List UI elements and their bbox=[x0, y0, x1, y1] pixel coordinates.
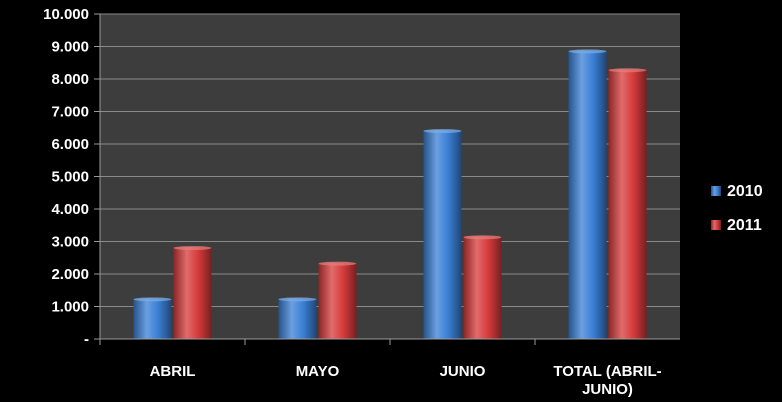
y-tick-label: 9.000 bbox=[51, 39, 89, 56]
bar-top-highlight bbox=[133, 297, 172, 302]
bar-top-highlight bbox=[568, 49, 607, 54]
y-tick-label: 8.000 bbox=[51, 71, 89, 88]
bars bbox=[133, 49, 647, 340]
bar-2010-mayo bbox=[278, 298, 317, 339]
y-tick-label: - bbox=[84, 331, 89, 348]
x-tick-label: MAYO bbox=[296, 363, 340, 380]
x-tick-label: TOTAL (ABRIL-JUNIO) bbox=[553, 363, 661, 398]
y-tick-label: 1.000 bbox=[51, 299, 89, 316]
legend-swatch-2011 bbox=[711, 220, 721, 230]
axes bbox=[99, 14, 680, 345]
legend-swatch-2010 bbox=[711, 186, 721, 196]
legend-label-2011: 2011 bbox=[727, 217, 762, 234]
bar-top-highlight bbox=[423, 129, 462, 134]
y-tick-label: 3.000 bbox=[51, 234, 89, 251]
y-tick-label: 7.000 bbox=[51, 104, 89, 121]
bar-2011-abril bbox=[173, 247, 212, 339]
y-tick-label: 5.000 bbox=[51, 169, 89, 186]
legend-label-2010: 2010 bbox=[727, 183, 763, 200]
x-tick-label: JUNIO bbox=[440, 363, 486, 380]
bar-2011-total-abril-junio- bbox=[608, 69, 647, 339]
legend: 2010 2011 bbox=[711, 183, 763, 234]
y-tick-label: 2.000 bbox=[51, 266, 89, 283]
bar-2010-abril bbox=[133, 298, 172, 339]
bar-2010-junio bbox=[423, 130, 462, 339]
x-tick-label: ABRIL bbox=[150, 363, 196, 380]
bar-top-highlight bbox=[318, 261, 357, 266]
y-tick-label: 6.000 bbox=[51, 136, 89, 153]
bar-top-highlight bbox=[173, 246, 212, 251]
bar-top-highlight bbox=[463, 235, 502, 240]
bar-top-highlight bbox=[608, 68, 647, 73]
y-axis-tick-labels: - 1.000 2.000 3.000 4.000 5.000 6.000 7.000 8.00… bbox=[43, 6, 89, 348]
bar-2010-total-abril-junio- bbox=[568, 50, 607, 340]
y-tick-label: 4.000 bbox=[51, 201, 89, 218]
x-axis-category-labels: ABRIL MAYO JUNIO TOTAL (ABRIL-JUNIO) bbox=[150, 363, 662, 398]
bar-2011-junio bbox=[463, 236, 502, 339]
bar-2011-mayo bbox=[318, 262, 357, 339]
bar-top-highlight bbox=[278, 297, 317, 302]
y-tick-label: 10.000 bbox=[43, 6, 89, 23]
